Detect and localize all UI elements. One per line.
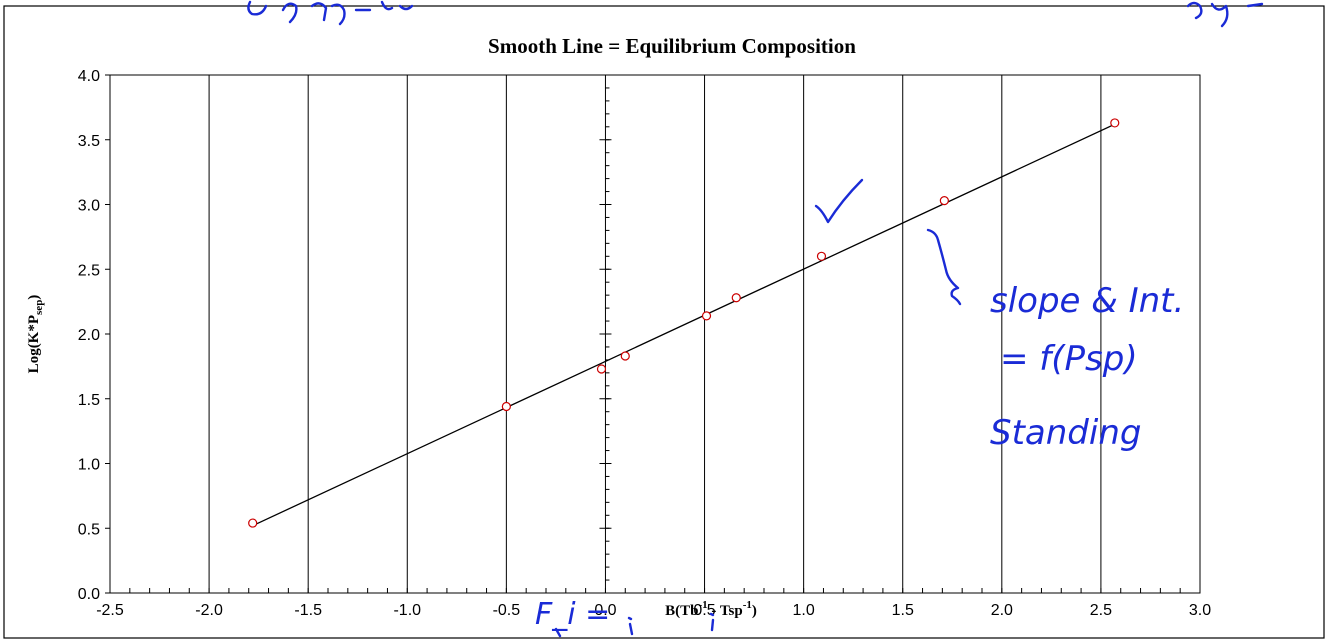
x-tick-label: 1.0: [793, 602, 815, 619]
x-tick-label: 0.0: [594, 602, 616, 619]
annotation-line-1: slope & Int.: [990, 281, 1184, 321]
y-axis-label-end: ): [26, 295, 42, 300]
x-axis-label-end: ): [752, 603, 757, 619]
y-tick-label: 2.0: [78, 327, 100, 344]
y-axis: 0.0 0.5 1.0 1.5 2.0 2.5 3.0 3.5 4.0: [78, 68, 612, 603]
curly-brace-icon: [926, 228, 962, 306]
x-tick-label: -1.5: [294, 602, 322, 619]
y-axis-label-main: Log(K*P: [26, 315, 42, 373]
y-tick-label: 3.0: [78, 198, 100, 215]
top-scribble-left: [247, 0, 414, 26]
data-point: [501, 401, 511, 412]
data-point: [939, 196, 949, 206]
checkmark-icon: [814, 178, 864, 224]
handwritten-annotations: slope & Int. = f(Psp) Standing F_i =: [247, 0, 1264, 638]
y-axis-label: Log(K*Psep): [26, 295, 45, 374]
y-tick-label: 2.5: [78, 262, 100, 279]
annotation-line-2: = f(Psp): [1000, 339, 1138, 379]
x-tick-label: -2.0: [195, 602, 223, 619]
x-tick-label: 2.0: [991, 602, 1013, 619]
series-group: [248, 118, 1120, 528]
x-axis-label: B(Tb-1 - Tsp-1): [665, 599, 757, 619]
data-point: [620, 351, 630, 361]
x-tick-label: 2.5: [1090, 602, 1112, 619]
x-tick-label: -0.5: [493, 602, 521, 619]
x-axis: -2.5 -2.0 -1.5 -1.0 -0.5 0.0 0.5 1.0 1.5 2.0 2.5 3.…: [96, 588, 1211, 619]
x-axis-label-main: B(Tb: [665, 603, 698, 619]
chart-title: Smooth Line = Equilibrium Composition: [488, 34, 856, 58]
y-axis-label-sub: sep: [33, 300, 45, 315]
x-axis-label-sup1: -1: [698, 599, 707, 611]
top-scribble-right: [1186, 1, 1264, 28]
x-axis-label-mid: - Tsp: [708, 603, 743, 619]
annotation-line-3: Standing: [990, 413, 1141, 453]
data-point: [1110, 118, 1120, 128]
y-tick-label: 0.5: [78, 521, 100, 538]
y-tick-label: 3.5: [78, 133, 100, 150]
data-point: [248, 518, 258, 528]
x-tick-label: -2.5: [96, 602, 124, 619]
data-point: [816, 251, 827, 261]
x-tick-label: -1.0: [393, 602, 421, 619]
data-point: [731, 293, 741, 303]
equation-label: F_i =: [535, 597, 610, 632]
y-tick-label: 4.0: [78, 68, 100, 85]
chart-frame: [3, 5, 1325, 639]
y-tick-label: 1.5: [78, 392, 100, 409]
data-point: [596, 364, 607, 374]
subscript-i-marks: [554, 612, 715, 638]
x-tick-label: 3.0: [1189, 602, 1211, 619]
x-tick-label: 1.5: [892, 602, 914, 619]
x-axis-label-sup2: -1: [743, 599, 752, 611]
y-tick-label: 0.0: [78, 586, 100, 603]
fit-line: [252, 123, 1116, 527]
data-point: [701, 311, 712, 321]
y-tick-label: 1.0: [78, 457, 100, 474]
